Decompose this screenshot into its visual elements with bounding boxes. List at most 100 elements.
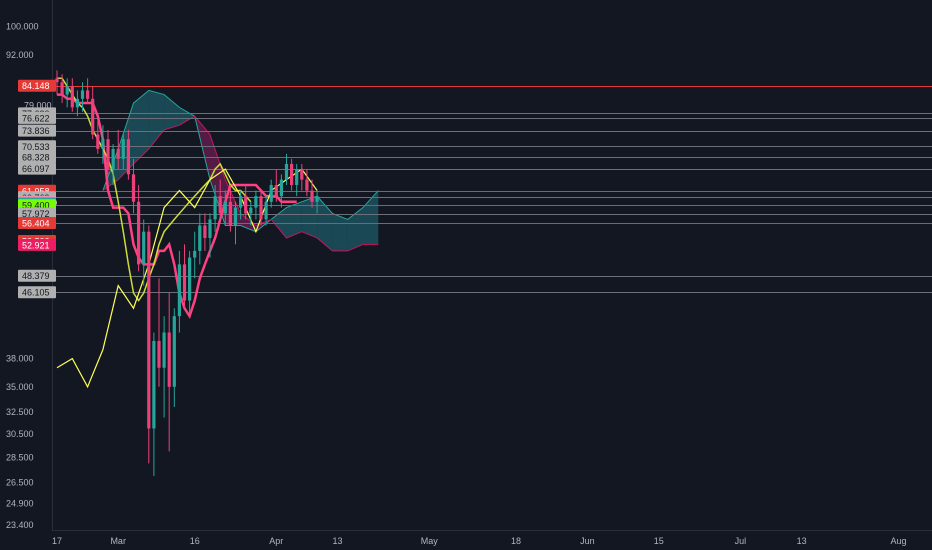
lagging-span [56, 168, 318, 389]
candle[interactable] [193, 231, 197, 279]
candle[interactable] [203, 213, 207, 251]
price-label: 76.622 [18, 111, 56, 124]
time-axis[interactable]: 17 Mar 16 Apr 13 May 18 Jun 15 Jul 13 Aug [52, 536, 907, 546]
candle[interactable] [305, 169, 309, 197]
price-tick-label: 38.000 [6, 354, 34, 364]
candle[interactable] [315, 190, 319, 214]
candle-body [167, 332, 171, 387]
candle[interactable] [147, 225, 151, 464]
price-label-text: 76.622 [22, 113, 50, 123]
candle[interactable] [55, 70, 59, 95]
candle[interactable] [162, 316, 166, 418]
candle[interactable] [116, 129, 120, 170]
candle[interactable] [218, 179, 222, 220]
candle[interactable] [310, 179, 314, 208]
candle[interactable] [213, 185, 217, 232]
price-tick-label: 35.000 [6, 382, 34, 392]
candle[interactable] [223, 190, 227, 226]
candle[interactable] [254, 190, 258, 220]
time-tick-label: Mar [110, 536, 126, 546]
cloud-segment [301, 196, 318, 238]
price-label-bg [18, 162, 56, 175]
candle[interactable] [300, 163, 304, 191]
candle[interactable] [198, 213, 202, 265]
candle[interactable] [75, 90, 79, 117]
candle[interactable] [157, 278, 161, 387]
candle-body [300, 169, 304, 180]
price-label: 70.533 [18, 140, 56, 153]
cloud-segment [179, 107, 195, 126]
horizontal-levels [52, 86, 932, 293]
time-tick-label: 18 [511, 536, 521, 546]
candle[interactable] [152, 332, 156, 476]
price-label-text: 57.972 [22, 209, 50, 219]
candle[interactable] [80, 82, 85, 112]
candle-body [91, 98, 95, 135]
cloud-segment [240, 213, 256, 232]
candle[interactable] [182, 244, 187, 309]
candle[interactable] [96, 120, 100, 154]
candle[interactable] [274, 169, 278, 202]
cloud-segment [347, 207, 363, 251]
price-label-text: 66.097 [22, 164, 50, 174]
candles[interactable] [55, 70, 319, 476]
candle[interactable] [228, 185, 232, 232]
price-label-bg [18, 217, 56, 230]
candle-body [188, 257, 192, 301]
candle[interactable] [264, 196, 268, 226]
candle-body [157, 340, 161, 368]
candle-body [284, 163, 289, 180]
price-label-bg [18, 286, 56, 299]
candle-body [55, 78, 59, 83]
price-label-text: 61.958 [22, 186, 50, 196]
candle[interactable] [131, 158, 136, 214]
candle[interactable] [101, 125, 105, 164]
candle[interactable] [65, 78, 69, 108]
price-label: 46.105 [18, 286, 56, 299]
candle-body [147, 231, 151, 429]
candle-body [96, 134, 100, 149]
candle[interactable] [70, 78, 74, 112]
candle-body [295, 169, 299, 186]
candle[interactable] [244, 185, 248, 220]
candle[interactable] [111, 144, 115, 186]
candle[interactable] [188, 250, 192, 317]
candle[interactable] [106, 129, 110, 175]
price-label-text: 84.148 [22, 81, 50, 91]
candle[interactable] [284, 153, 289, 186]
candle[interactable] [295, 163, 299, 197]
candle[interactable] [279, 174, 283, 208]
candle[interactable] [142, 219, 146, 286]
candle[interactable] [172, 308, 176, 408]
candle[interactable] [208, 213, 212, 258]
candle-body [290, 163, 294, 186]
candle[interactable] [167, 293, 171, 452]
candle[interactable] [233, 201, 238, 245]
cloud-segment [133, 90, 149, 164]
time-tick-label: 16 [190, 536, 200, 546]
candle[interactable] [259, 190, 263, 226]
candle[interactable] [137, 185, 141, 272]
candle-body [182, 264, 187, 301]
candle-body [249, 207, 253, 214]
candle-body [244, 196, 248, 214]
candle[interactable] [60, 74, 64, 104]
price-label: 66.097 [18, 162, 56, 175]
cloud-segment [332, 213, 348, 251]
candle[interactable] [91, 86, 95, 140]
base-line [57, 93, 297, 320]
price-label-bg [18, 269, 56, 282]
candle[interactable] [239, 190, 243, 220]
candle[interactable] [177, 250, 181, 333]
candle[interactable] [126, 129, 130, 180]
price-label-text: 46.105 [22, 288, 50, 298]
candle[interactable] [269, 179, 273, 208]
candle[interactable] [290, 158, 294, 191]
candle[interactable] [121, 134, 125, 170]
price-axis[interactable]: 100.000 92.000 38.000 35.000 32.500 30.500 28.… [6, 21, 52, 530]
candle[interactable] [86, 78, 90, 104]
price-tick-label: 92.000 [6, 50, 34, 60]
candle[interactable] [249, 201, 253, 226]
price-tick-label: 79.000 [24, 100, 52, 110]
